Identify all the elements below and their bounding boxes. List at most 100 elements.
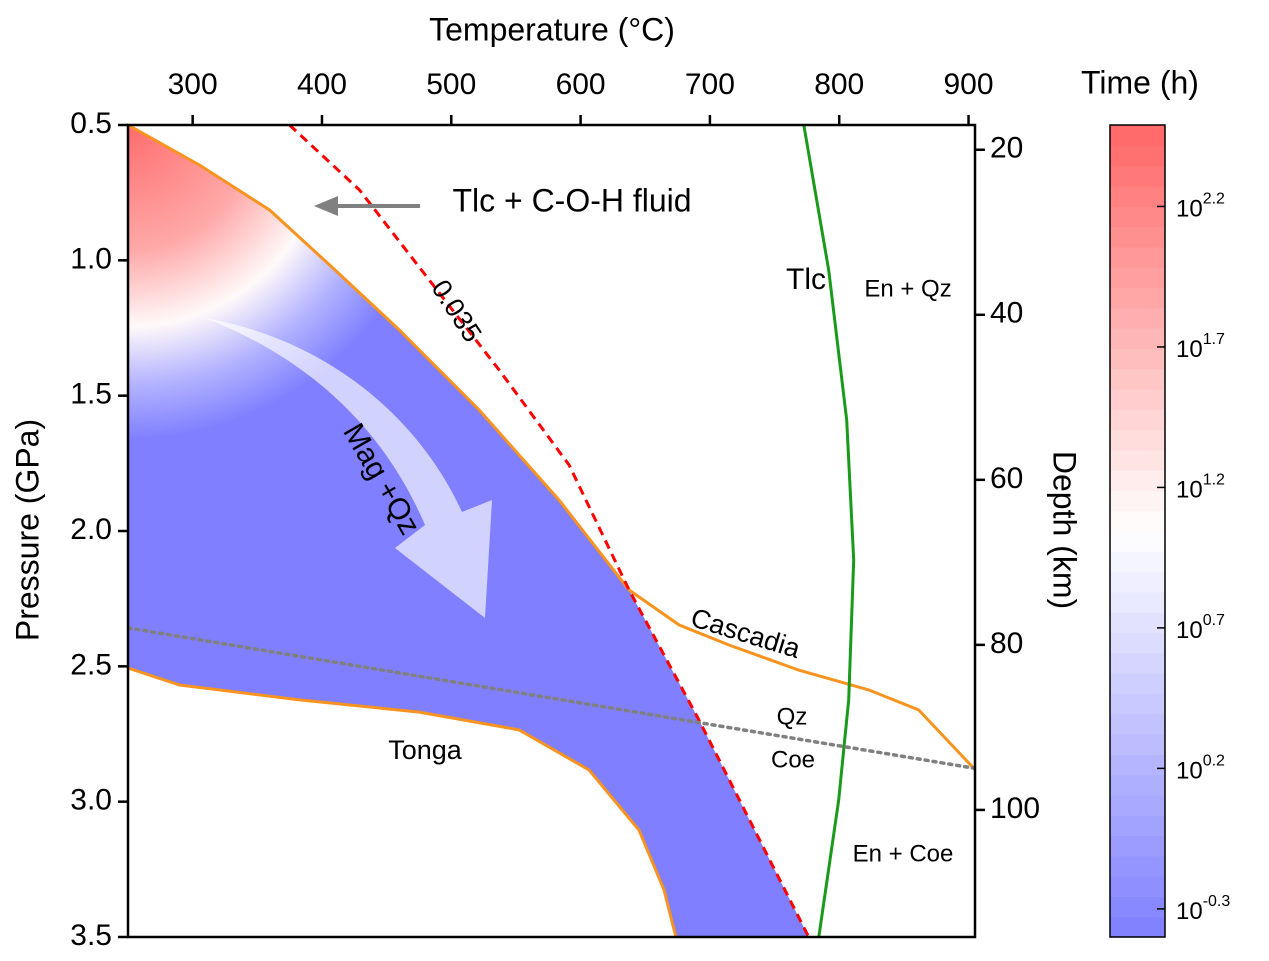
- x-tick-label: 500: [426, 68, 476, 101]
- lines-layer: [128, 125, 975, 937]
- pointer-arrow-head: [314, 196, 338, 216]
- colorbar-frame: [1109, 124, 1166, 938]
- colorbar-band: [1110, 652, 1165, 674]
- colorbar-band: [1110, 632, 1165, 654]
- series-label: Tonga: [388, 735, 463, 765]
- colorbar-band: [1110, 531, 1165, 552]
- y-tick-label: 1.5: [70, 378, 112, 411]
- y2-tick-label: 100: [990, 792, 1040, 825]
- series-line: [288, 125, 811, 937]
- colorbar-tick-exponent: 1.2: [1203, 472, 1225, 489]
- x-axis-title: Temperature (°C): [429, 11, 675, 47]
- series-line: [128, 125, 975, 770]
- y2-tick-label: 60: [990, 462, 1023, 495]
- colorbar-tick-exponent: 0.2: [1203, 753, 1225, 770]
- colorbar-band: [1110, 185, 1165, 207]
- x-tick-label: 300: [168, 68, 218, 101]
- x-tick-label: 400: [297, 68, 347, 101]
- colorbar-band: [1110, 551, 1165, 573]
- colorbar-band: [1110, 429, 1165, 451]
- colorbar-band: [1110, 876, 1165, 897]
- colorbar-band: [1110, 368, 1165, 390]
- colorbar-tick-base: 10: [1176, 617, 1203, 644]
- annotation: Tlc: [786, 263, 826, 296]
- annotation: En + Coe: [853, 840, 954, 867]
- colorbar-tick-base: 10: [1176, 477, 1203, 504]
- colorbar-tick-exponent: 2.2: [1203, 191, 1225, 208]
- colorbar-band: [1110, 754, 1165, 776]
- colorbar-tick-label: 101.7: [1176, 331, 1225, 363]
- colorbar-band: [1110, 409, 1165, 431]
- x-tick-label: 600: [556, 68, 606, 101]
- colorbar-band: [1110, 896, 1165, 918]
- colorbar-band: [1110, 490, 1165, 512]
- colorbar-band: [1110, 693, 1165, 715]
- colorbar-band: [1110, 267, 1165, 288]
- colorbar-band: [1110, 388, 1165, 410]
- colorbar-title: Time (h): [1081, 64, 1199, 100]
- colorbar-band: [1110, 734, 1165, 755]
- colorbar-tick-base: 10: [1176, 196, 1203, 223]
- y2-axis-title: Depth (km): [1047, 451, 1083, 609]
- y-tick-label: 2.5: [70, 648, 112, 681]
- colorbar-tick-label: 100.7: [1176, 612, 1225, 644]
- colorbar-tick-base: 10: [1176, 898, 1203, 925]
- colorbar-tick-base: 10: [1176, 336, 1203, 363]
- annotation: Qz: [777, 703, 808, 730]
- y-tick-label: 2.0: [70, 513, 112, 546]
- y-tick-label: 3.0: [70, 784, 112, 817]
- colorbar-band: [1110, 226, 1165, 248]
- x-tick-label: 800: [814, 68, 864, 101]
- annotation: Tlc + C-O-H fluid: [452, 182, 691, 218]
- colorbar-band: [1110, 470, 1165, 491]
- colorbar-tick-exponent: -0.3: [1203, 893, 1231, 910]
- y-tick-label: 0.5: [70, 107, 112, 140]
- colorbar-band: [1110, 206, 1165, 228]
- colorbar-band: [1110, 307, 1165, 329]
- colorbar-band: [1110, 794, 1165, 816]
- y2-tick-label: 80: [990, 627, 1023, 660]
- y-tick-label: 1.0: [70, 242, 112, 275]
- colorbar-band: [1110, 612, 1165, 634]
- colorbar-band: [1110, 571, 1165, 593]
- series-line: [802, 125, 856, 937]
- x-tick-label: 700: [685, 68, 735, 101]
- colorbar-band: [1110, 287, 1165, 309]
- series-label: Cascadia: [687, 602, 804, 664]
- colorbar-band: [1110, 774, 1165, 796]
- colorbar-tick-base: 10: [1176, 758, 1203, 785]
- colorbar-tick-label: 101.2: [1176, 472, 1225, 504]
- colorbar-band: [1110, 348, 1165, 370]
- x-tick-label: 900: [944, 68, 994, 101]
- colorbar-tick-exponent: 1.7: [1203, 331, 1225, 348]
- colorbar-tick-label: 102.2: [1176, 191, 1225, 223]
- colorbar-band: [1110, 916, 1165, 938]
- colorbar-band: [1110, 673, 1165, 694]
- annotation: En + Qz: [864, 275, 951, 302]
- colorbar-band: [1110, 165, 1165, 187]
- colorbar-band: [1110, 510, 1165, 532]
- y2-tick-label: 20: [990, 132, 1023, 165]
- colorbar-band: [1110, 855, 1165, 877]
- y2-tick-label: 40: [990, 297, 1023, 330]
- colorbar-tick-label: 10-0.3: [1176, 893, 1230, 925]
- series-line: [128, 626, 975, 770]
- colorbar-tick-label: 100.2: [1176, 753, 1225, 785]
- colorbar-band: [1110, 835, 1165, 857]
- trend-arrow: [205, 318, 492, 618]
- series-line: [128, 666, 678, 937]
- series-label: 0.035: [426, 274, 488, 347]
- colorbar-band: [1110, 815, 1165, 837]
- colorbar-band: [1110, 449, 1165, 471]
- colorbar-band: [1110, 713, 1165, 735]
- colorbar-band: [1110, 591, 1165, 613]
- colorbar-tick-exponent: 0.7: [1203, 612, 1225, 629]
- y-axis-title: Pressure (GPa): [9, 419, 45, 641]
- colorbar-band: [1110, 145, 1165, 167]
- y-tick-label: 3.5: [70, 919, 112, 952]
- colorbar-band: [1110, 246, 1165, 268]
- annotation: Coe: [771, 746, 815, 773]
